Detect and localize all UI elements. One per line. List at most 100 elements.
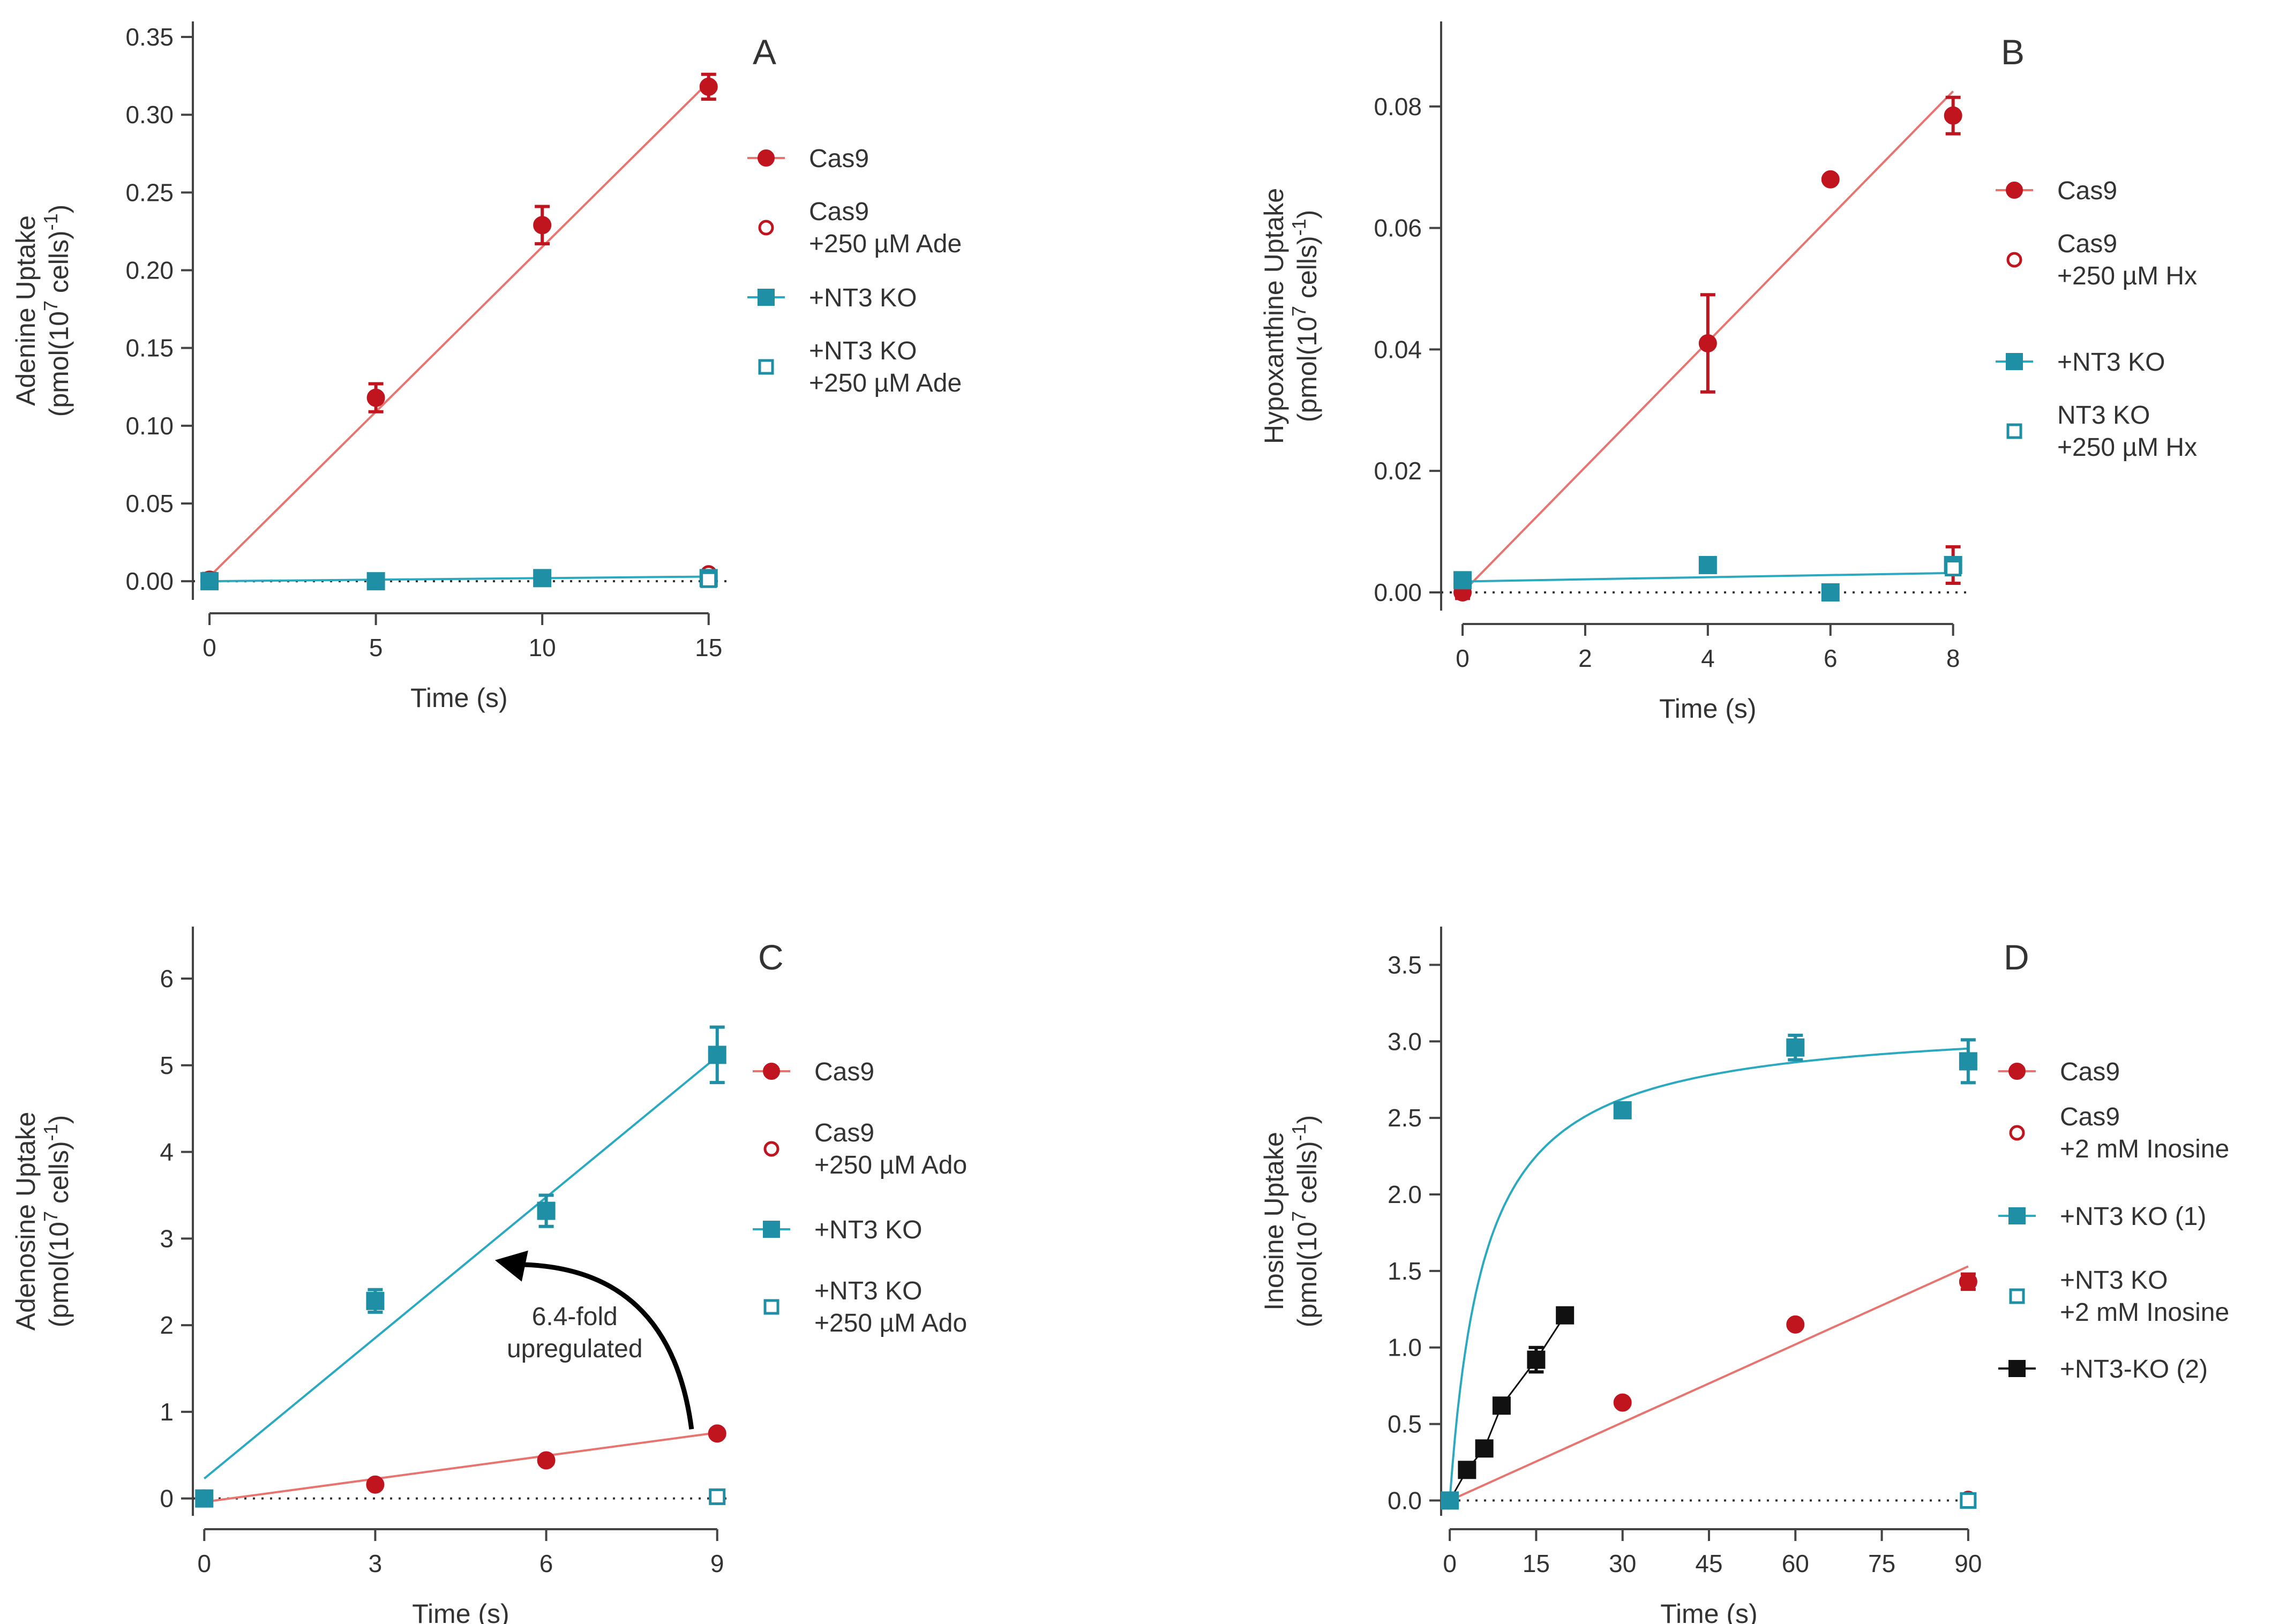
y-tick-label: 0.35 — [125, 23, 174, 51]
data-point-circle — [1959, 1272, 1977, 1291]
legend-label: +NT3 KO — [814, 1277, 922, 1305]
legend-marker — [2009, 1288, 2025, 1304]
y-tick-label: 2 — [160, 1311, 174, 1339]
legend-label: +250 µM Hx — [2057, 262, 2197, 290]
data-point-square — [1453, 571, 1472, 590]
legend-label: +NT3 KO — [809, 337, 917, 365]
data-point-circle — [366, 1475, 385, 1494]
legend-label: +NT3 KO — [809, 284, 917, 312]
legend-marker — [2006, 353, 2023, 370]
y-axis-label-part: cells) — [44, 1141, 74, 1211]
panel-d: 0.0 0.5 1.0 1.5 2.0 2.5 3.0 3.5 0 15 30 45 60 75 90 Tim… — [1259, 927, 2229, 1624]
y-tick-label: 1 — [160, 1398, 174, 1426]
y-axis-label-line1: Adenosine Uptake — [11, 1112, 41, 1331]
y-axis-label-superscript: -1 — [40, 213, 62, 230]
y-tick-label: 0.0 — [1388, 1486, 1422, 1514]
y-axis-label-superscript: -1 — [1288, 219, 1310, 236]
data-point-square — [1492, 1396, 1511, 1415]
data-point-circle — [1613, 1393, 1632, 1412]
y-axis-label-part: ) — [44, 205, 74, 214]
data-point-square — [195, 1489, 214, 1508]
x-tick-label: 3 — [369, 1550, 383, 1577]
legend-label: +250 µM Ado — [814, 1151, 967, 1179]
x-tick-label: 0 — [203, 634, 216, 661]
y-tick-label: 0.05 — [125, 490, 174, 517]
legend-marker — [2006, 252, 2022, 268]
fit-curve-2 — [1449, 1047, 1968, 1501]
legend-label: Cas9 — [814, 1119, 874, 1147]
data-point-circle — [537, 1451, 556, 1470]
y-axis-label-line2: (pmol(107 cells)-1) — [1288, 210, 1322, 423]
legend-label: +2 mM Inosine — [2060, 1135, 2229, 1163]
x-tick-label: 0 — [1456, 644, 1470, 672]
fit-line-0 — [204, 1431, 717, 1503]
legend-label: Cas9 — [2057, 230, 2117, 258]
y-tick-label: 0.00 — [125, 567, 174, 595]
x-tick-label: 15 — [1523, 1550, 1550, 1577]
fit-line-0 — [208, 81, 710, 577]
data-point-square — [1613, 1101, 1632, 1119]
y-axis-label-part: ) — [1292, 1115, 1322, 1124]
data-point-square — [709, 1488, 726, 1505]
data-point-circle — [1944, 106, 1962, 125]
legend-label: Cas9 — [2060, 1103, 2120, 1131]
data-point-circle — [366, 388, 385, 407]
y-tick-label: 0.02 — [1374, 457, 1422, 485]
x-tick-label: 15 — [695, 634, 722, 661]
y-tick-label: 1.5 — [1388, 1257, 1422, 1285]
y-axis-label-line2: (pmol(107 cells)-1) — [1288, 1115, 1322, 1328]
y-tick-label: 0.10 — [125, 412, 174, 440]
y-tick-label: 3 — [160, 1224, 174, 1252]
y-axis-label-part: (pmol(10 — [1292, 1222, 1322, 1327]
x-tick-label: 30 — [1609, 1550, 1636, 1577]
panel-letter: A — [753, 32, 776, 72]
legend-label: +250 µM Ade — [809, 230, 962, 258]
data-point-square — [1959, 1052, 1977, 1071]
data-point-circle — [699, 77, 718, 96]
y-tick-label: 3.0 — [1388, 1027, 1422, 1055]
y-tick-label: 0.00 — [1374, 578, 1422, 606]
y-axis-label-line2: (pmol(107 cells)-1) — [40, 1115, 74, 1328]
data-point-square — [1945, 560, 1962, 577]
annotation-arrow — [516, 1262, 694, 1430]
y-tick-label: 0.20 — [125, 257, 174, 284]
y-tick-label: 2.0 — [1388, 1181, 1422, 1208]
y-axis-label-line1: Adenine Uptake — [11, 215, 41, 406]
legend-marker — [758, 289, 775, 306]
y-tick-label: 0.15 — [125, 334, 174, 362]
y-axis-label-line2: (pmol(107 cells)-1) — [40, 205, 74, 417]
annotation-arrowhead — [494, 1250, 528, 1282]
y-axis-label-part: ) — [1292, 210, 1322, 219]
annotation-text: upregulated — [507, 1335, 643, 1363]
legend-marker — [758, 149, 775, 167]
legend-label: +2 mM Inosine — [2060, 1298, 2229, 1327]
data-point-square — [200, 572, 219, 591]
legend: Cas9 Cas9 +250 µM Ade +NT3 KO +NT3 KO +250 µM… — [747, 145, 962, 397]
legend: Cas9 Cas9 +2 mM Inosine +NT3 KO (1) +NT3 KO +… — [1998, 1058, 2229, 1384]
legend-label: +250 µM Hx — [2057, 433, 2197, 462]
fit-line-2 — [209, 575, 709, 583]
legend-marker — [763, 1221, 780, 1238]
x-tick-label: 60 — [1782, 1550, 1809, 1577]
y-axis-label-superscript: -1 — [1288, 1124, 1310, 1141]
legend-label: +NT3 KO — [2057, 348, 2165, 377]
x-tick-label: 8 — [1946, 644, 1960, 672]
legend-marker — [2006, 423, 2022, 439]
x-tick-label: 5 — [369, 634, 383, 661]
x-axis-label: Time (s) — [1659, 694, 1756, 724]
y-tick-label: 4 — [160, 1138, 174, 1166]
x-tick-label: 2 — [1578, 644, 1592, 672]
y-tick-label: 0.5 — [1388, 1410, 1422, 1438]
x-tick-label: 4 — [1701, 644, 1715, 672]
y-tick-label: 1.0 — [1388, 1334, 1422, 1362]
y-axis-label-superscript: 7 — [40, 300, 62, 311]
y-axis-label: Hypoxanthine Uptake (pmol(107 cells)-1) — [1259, 188, 1322, 444]
x-tick-label: 6 — [1824, 644, 1838, 672]
data-point-square — [1458, 1461, 1476, 1479]
legend-label: +NT3 KO — [2060, 1266, 2168, 1295]
x-axis-label: Time (s) — [1660, 1599, 1757, 1624]
panel-letter: B — [2001, 32, 2025, 72]
data-point-square — [708, 1046, 726, 1064]
y-axis-label: Adenosine Uptake (pmol(107 cells)-1) — [11, 1112, 74, 1331]
legend-label: Cas9 — [814, 1058, 874, 1086]
